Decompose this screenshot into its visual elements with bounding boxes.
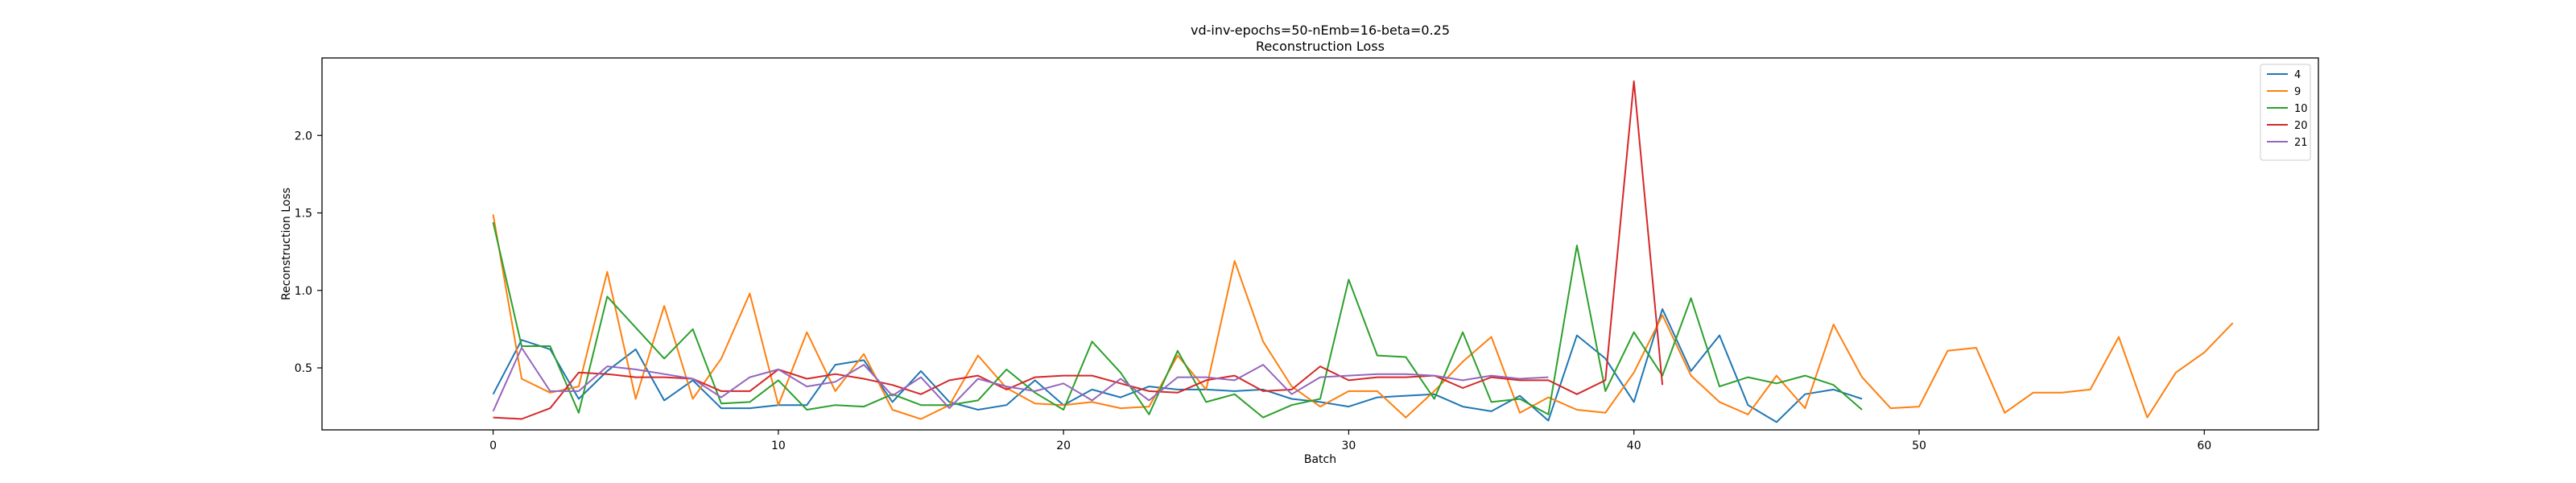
series-line-9 bbox=[492, 214, 2234, 420]
legend-label-10: 10 bbox=[2294, 103, 2308, 115]
plot-frame bbox=[321, 57, 2319, 431]
series-line-10 bbox=[492, 221, 1863, 419]
x-tick-label: 30 bbox=[1342, 440, 1356, 452]
y-tick-label: 1.5 bbox=[295, 208, 312, 221]
series-line-20 bbox=[493, 80, 1664, 420]
x-tick-label: 50 bbox=[1912, 440, 1926, 452]
y-axis-label: Reconstruction Loss bbox=[280, 188, 293, 300]
y-tick-label: 2.0 bbox=[295, 130, 312, 142]
x-tick-label: 60 bbox=[2197, 440, 2211, 452]
axes-layer: 0 10 20 30 40 50 60 0.5 1.0 1.5 2.0 bbox=[295, 130, 2211, 452]
y-tick-label: 1.0 bbox=[295, 285, 312, 298]
legend-box bbox=[2260, 64, 2311, 161]
x-tick-label: 20 bbox=[1056, 440, 1071, 452]
legend-label-20: 20 bbox=[2294, 120, 2308, 132]
series-line-21 bbox=[492, 347, 1549, 412]
legend-label-4: 4 bbox=[2294, 69, 2301, 81]
legend: 4 9 10 20 21 bbox=[2260, 64, 2311, 161]
series-line-4 bbox=[492, 308, 1863, 423]
series-layer bbox=[492, 80, 2234, 423]
x-tick-label: 40 bbox=[1627, 440, 1641, 452]
chart-title: vd-inv-epochs=50-nEmb=16-beta=0.25 bbox=[1191, 23, 1450, 38]
legend-label-21: 21 bbox=[2294, 137, 2308, 149]
y-tick-label: 0.5 bbox=[295, 362, 312, 375]
x-tick-label: 0 bbox=[489, 440, 497, 452]
legend-label-9: 9 bbox=[2294, 86, 2301, 98]
chart-subtitle: Reconstruction Loss bbox=[1256, 39, 1385, 54]
x-axis-label: Batch bbox=[1304, 453, 1336, 466]
x-tick-label: 10 bbox=[771, 440, 786, 452]
